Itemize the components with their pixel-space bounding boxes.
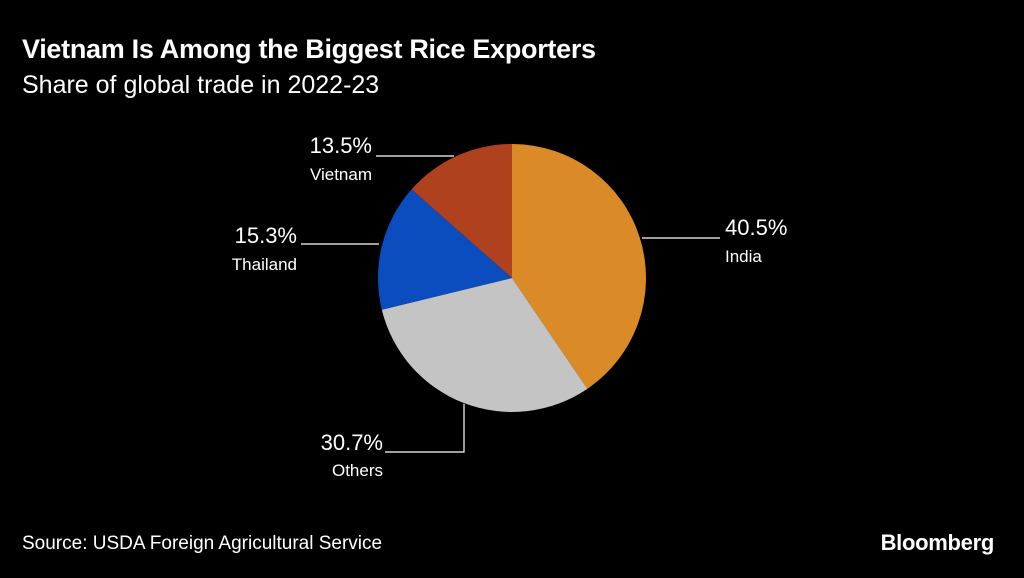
source-note: Source: USDA Foreign Agricultural Servic… — [22, 533, 383, 554]
bloomberg-logo: Bloomberg — [880, 530, 995, 555]
pie-slice-others — [381, 278, 588, 413]
pie-slice-thailand — [377, 189, 512, 310]
pie-slices — [377, 144, 647, 413]
name-label-others: Others — [332, 461, 383, 480]
pct-label-others: 30.7% — [321, 430, 383, 455]
name-label-india: India — [725, 247, 762, 266]
name-label-thailand: Thailand — [232, 255, 297, 274]
chart-subtitle: Share of global trade in 2022-23 — [22, 71, 380, 99]
chart-title: Vietnam Is Among the Biggest Rice Export… — [22, 34, 596, 64]
pie-slice-vietnam — [411, 144, 512, 278]
pct-label-thailand: 15.3% — [235, 223, 297, 248]
pct-label-vietnam: 13.5% — [310, 133, 372, 158]
leader-line-others — [385, 404, 465, 453]
slice-label-others: 30.7% Others — [321, 404, 465, 480]
pie-slice-india — [512, 144, 647, 389]
name-label-vietnam: Vietnam — [310, 165, 372, 184]
slice-label-vietnam: 13.5% Vietnam — [310, 133, 454, 184]
pct-label-india: 40.5% — [725, 215, 787, 240]
slice-label-thailand: 15.3% Thailand — [232, 223, 379, 274]
slice-label-india: 40.5% India — [642, 215, 787, 266]
